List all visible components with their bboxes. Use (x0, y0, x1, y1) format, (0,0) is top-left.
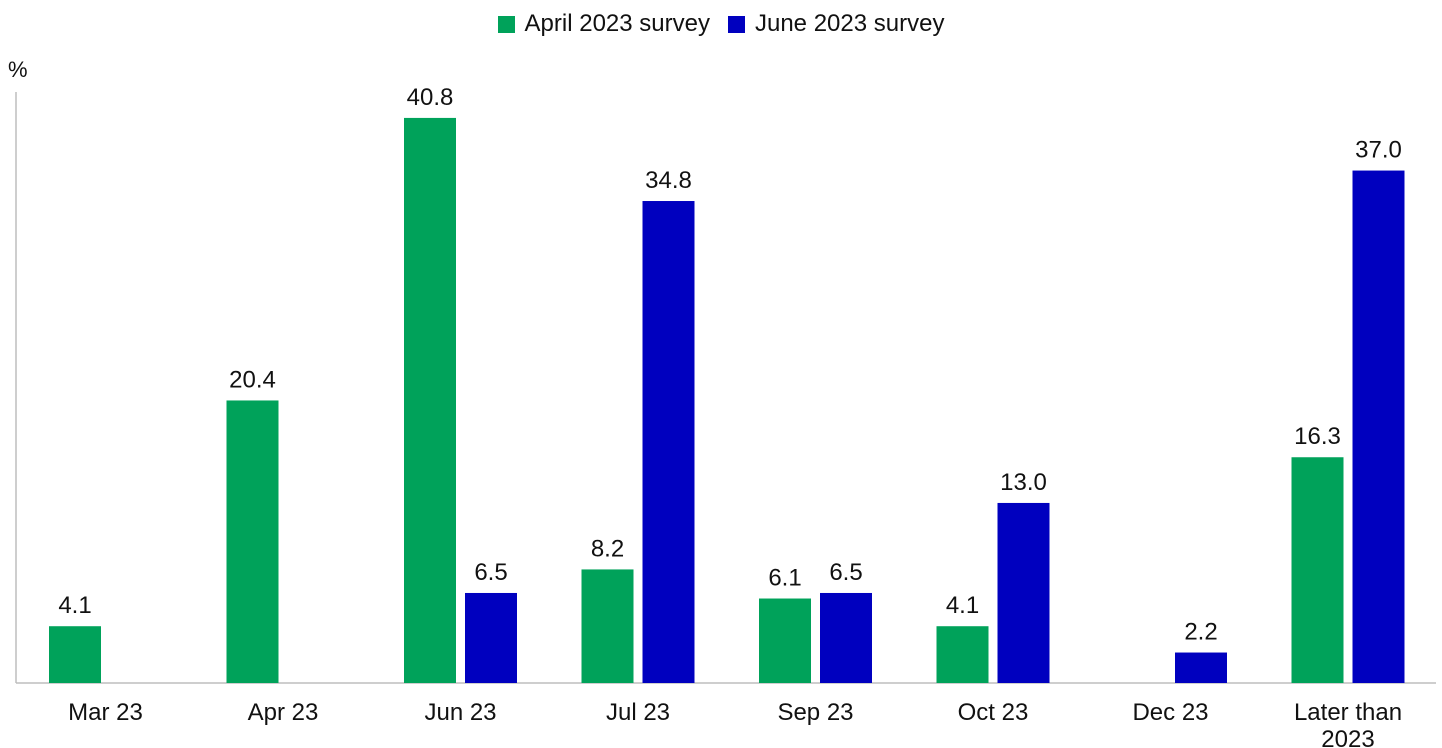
bar-june-7 (1352, 170, 1405, 684)
data-label-june-2: 6.5 (474, 559, 507, 586)
bar-april-3 (581, 569, 634, 683)
x-tick-label-1: Apr 23 (248, 699, 319, 726)
data-label-april-3: 8.2 (591, 535, 624, 562)
bar-june-4 (820, 592, 872, 683)
x-tick-label-0: Mar 23 (68, 699, 143, 726)
legend-swatch-april (497, 15, 515, 33)
bar-june-3 (642, 201, 695, 683)
legend: April 2023 survey June 2023 survey (0, 10, 1442, 38)
data-label-april-4: 6.1 (768, 565, 801, 592)
data-label-june-4: 6.5 (829, 559, 862, 586)
data-label-june-5: 13.0 (1000, 469, 1047, 496)
x-tick-labels: Mar 23 Apr 23 Jun 23 Jul 23 Sep 23 Oct 23 Dec … (68, 699, 1402, 748)
data-label-april-0: 4.1 (58, 592, 91, 619)
bars (49, 117, 1405, 684)
bar-april-5 (936, 626, 989, 683)
data-label-april-7: 16.3 (1294, 423, 1341, 450)
bar-april-2 (404, 117, 456, 684)
bar-june-2 (465, 592, 517, 683)
legend-swatch-june (727, 15, 745, 33)
x-tick-label-5: Oct 23 (958, 699, 1029, 726)
data-label-june-3: 34.8 (645, 167, 692, 194)
x-tick-label-7: Later than 2023 (1294, 699, 1402, 748)
legend-label-june: June 2023 survey (754, 10, 945, 37)
data-label-april-5: 4.1 (946, 592, 979, 619)
bar-june-5 (997, 502, 1050, 683)
x-tick-label-4: Sep 23 (777, 699, 853, 726)
x-tick-label-3: Jul 23 (606, 699, 670, 726)
legend-label-april: April 2023 survey (524, 10, 710, 37)
bar-april-7 (1291, 457, 1344, 683)
data-label-april-1: 20.4 (229, 366, 276, 393)
x-tick-label-6: Dec 23 (1132, 699, 1208, 726)
legend-item-june-2023-survey: June 2023 survey (727, 10, 945, 38)
x-tick-label-2: Jun 23 (424, 699, 496, 726)
data-label-june-7: 37.0 (1355, 137, 1402, 164)
data-labels: 4.1 20.4 40.8 6.5 8.2 34.8 6.1 6.5 4.1 13.0 2.2 16.… (58, 84, 1402, 646)
y-axis-unit-label: % (8, 57, 28, 82)
bar-april-1 (226, 400, 279, 683)
bar-june-6 (1175, 652, 1227, 683)
bar-april-0 (49, 626, 101, 683)
data-label-april-2: 40.8 (407, 84, 454, 111)
legend-item-april-2023-survey: April 2023 survey (497, 10, 710, 38)
data-label-june-6: 2.2 (1184, 619, 1217, 646)
bar-april-4 (759, 598, 811, 683)
